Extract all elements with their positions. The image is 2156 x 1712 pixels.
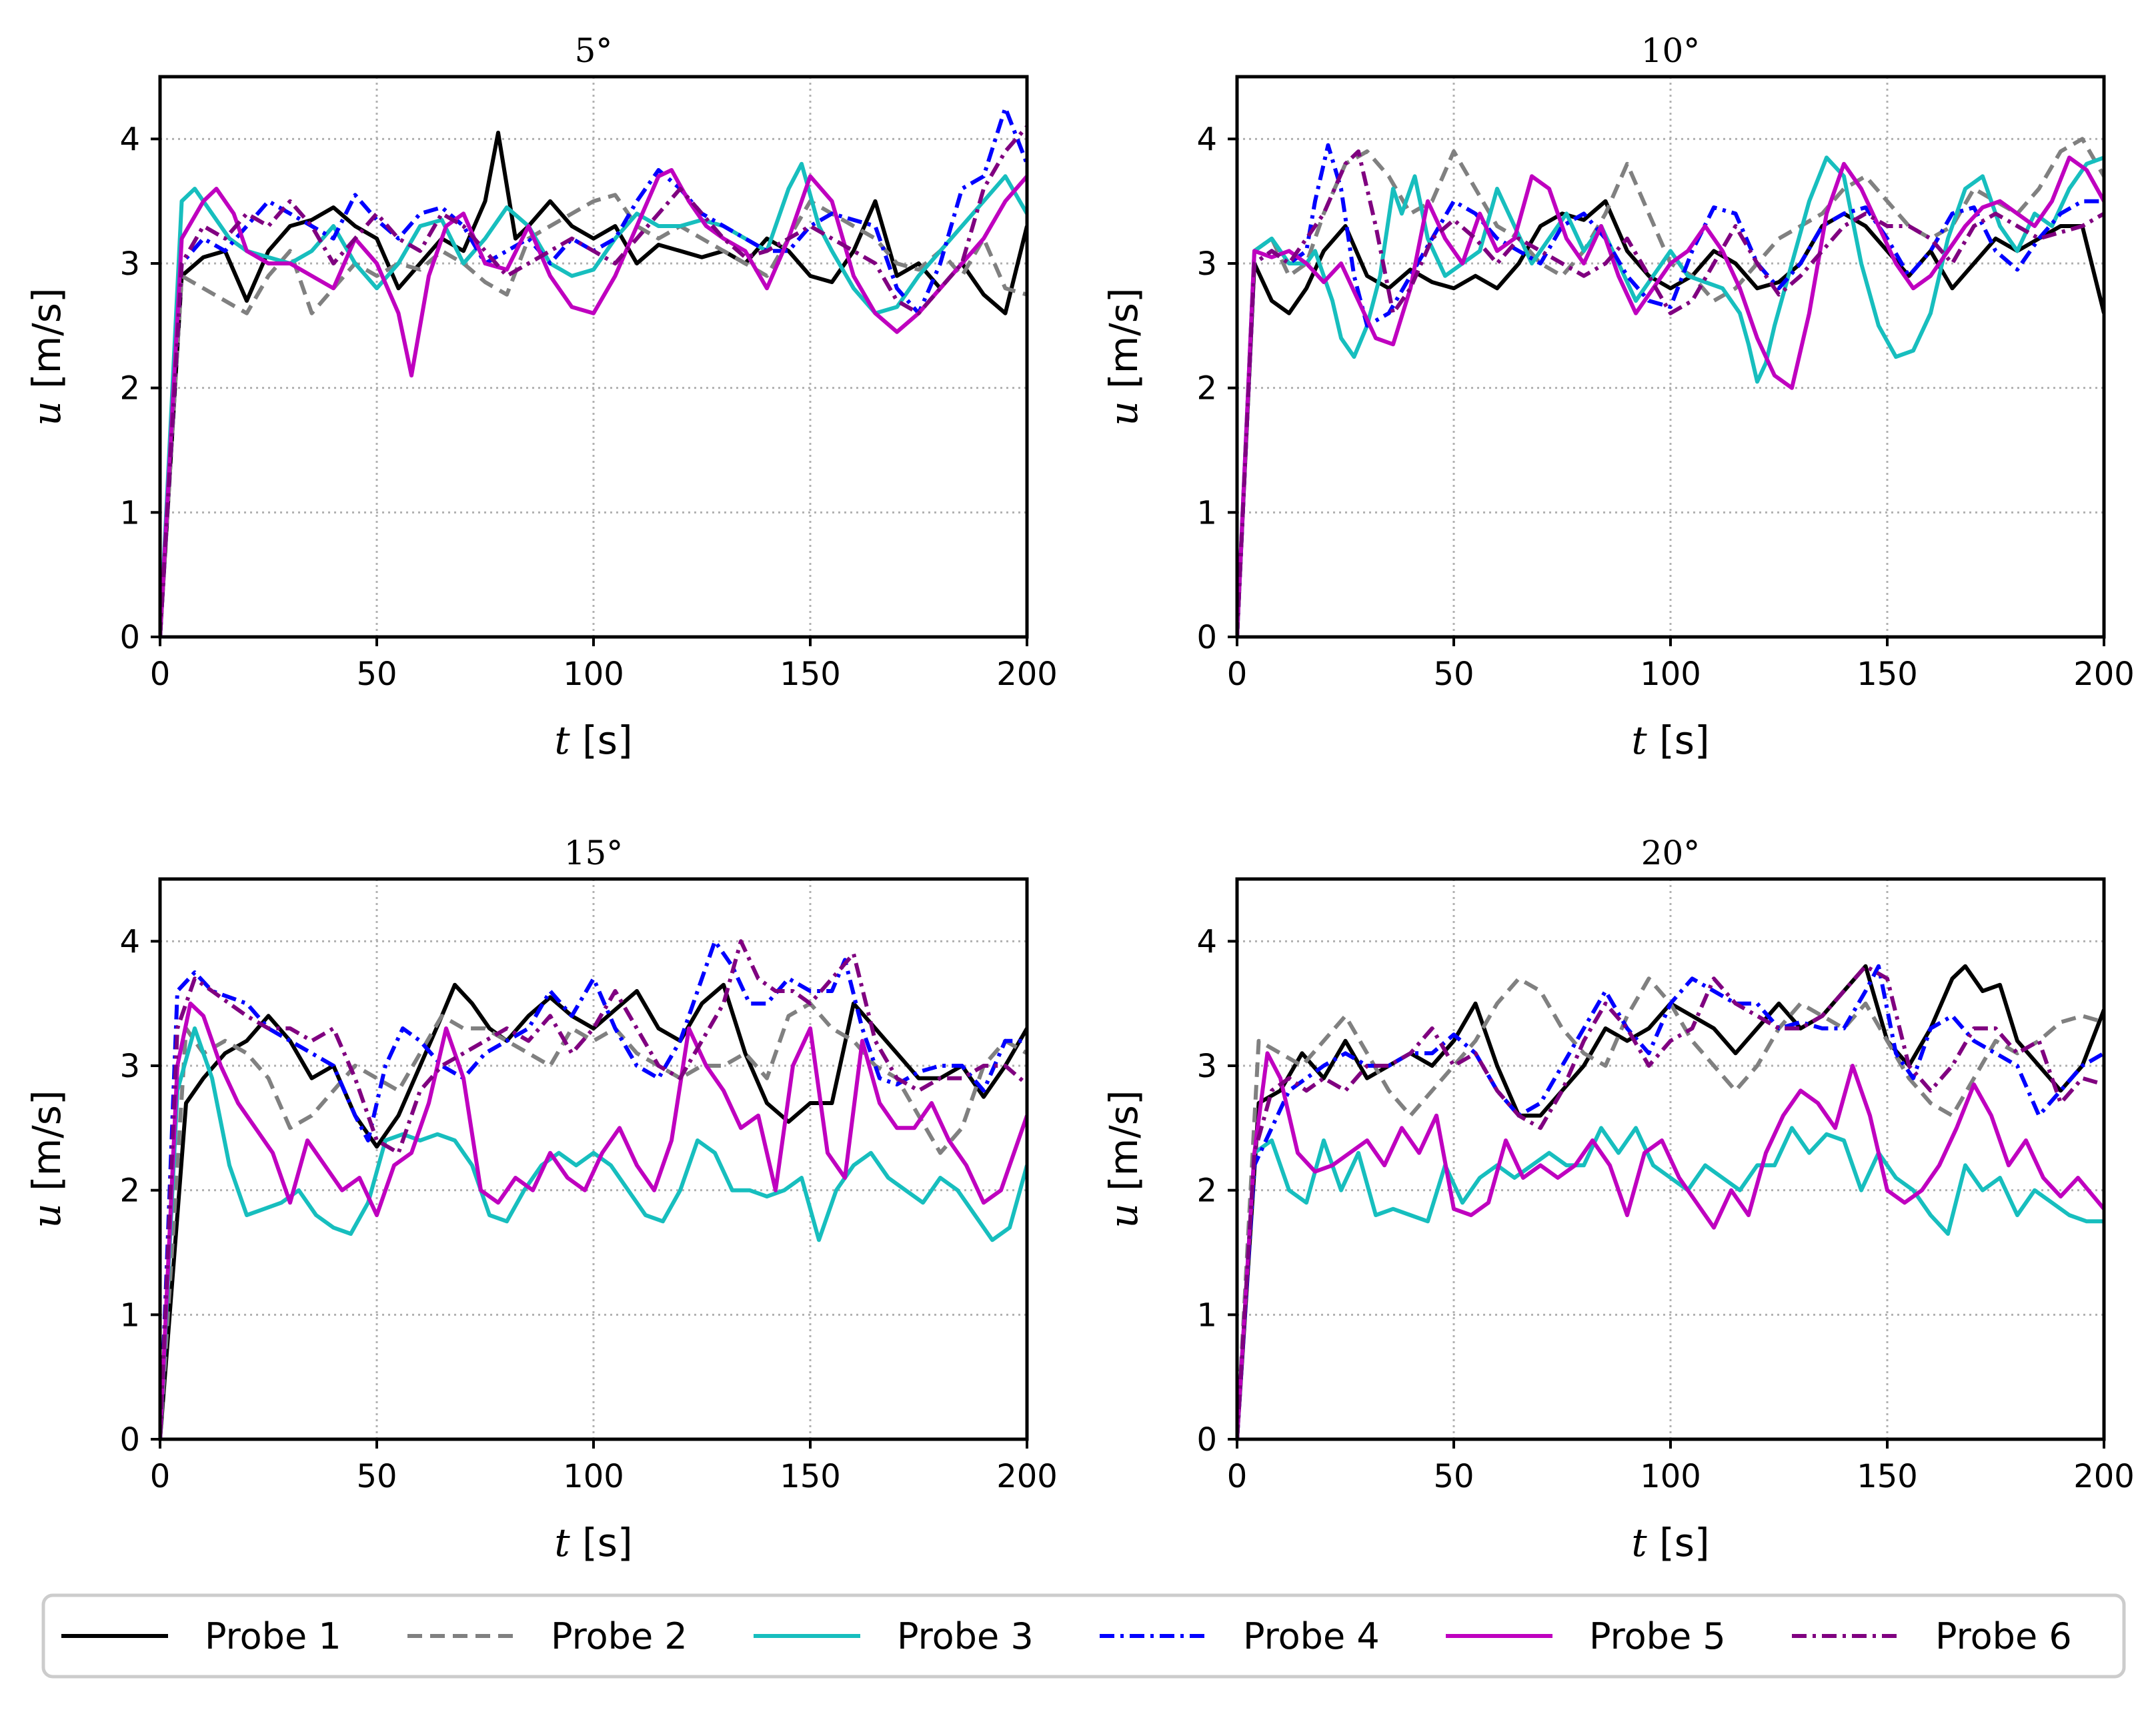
x-axis-label: t [s]	[554, 718, 632, 763]
x-tick-label: 100	[1640, 1458, 1701, 1495]
legend-item-probe-2: Probe 2	[407, 1615, 688, 1657]
panel-title: 5°	[575, 31, 613, 70]
y-tick-label: 4	[1196, 923, 1217, 960]
series-group	[1237, 137, 2104, 637]
y-axis-label: u [m/s]	[24, 1090, 69, 1228]
panel-title: 15°	[564, 834, 624, 872]
y-tick-label: 1	[1196, 494, 1217, 532]
legend-item-probe-3: Probe 3	[754, 1615, 1034, 1657]
x-axis-label: t [s]	[1631, 718, 1709, 763]
legend-item-probe-1: Probe 1	[61, 1615, 341, 1657]
series-line-probe-6	[160, 939, 1027, 1439]
series-group	[160, 939, 1027, 1439]
x-tick-label: 150	[1857, 656, 1918, 693]
x-tick-label: 100	[1640, 656, 1701, 693]
x-tick-label: 100	[563, 1458, 624, 1495]
y-tick-label: 1	[119, 494, 140, 532]
subplot-2: 0 50 100 150 200 0 1 2 3 4 10° t [s] u [m/s]	[1101, 31, 2135, 763]
legend-box	[41, 1593, 2126, 1679]
x-axis-label: t [s]	[1631, 1520, 1709, 1565]
series-line-probe-5	[1237, 1051, 2104, 1439]
y-tick-label: 4	[1196, 121, 1217, 158]
series-line-probe-4	[160, 939, 1027, 1439]
x-tick-label: 50	[356, 1458, 397, 1495]
subplot-1: 0 50 100 150 200 0 1 2 3 4 5° t [s] u [m/s]	[24, 31, 1058, 763]
y-tick-label: 1	[119, 1297, 140, 1334]
legend: Probe 1 Probe 2 Probe 3 Probe 4 Probe 5 Probe…	[41, 1593, 2126, 1679]
x-tick-label: 150	[1857, 1458, 1918, 1495]
series-line-probe-3	[1237, 155, 2104, 637]
legend-item-probe-4: Probe 4	[1100, 1615, 1380, 1657]
subplot-4: 0 50 100 150 200 0 1 2 3 4 20° t [s] u [m/s]	[1101, 834, 2135, 1565]
legend-label: Probe 2	[551, 1615, 688, 1657]
x-tick-label: 200	[996, 656, 1058, 693]
y-tick-label: 2	[119, 1172, 140, 1210]
y-tick-label: 4	[119, 923, 140, 960]
y-tick-label: 0	[119, 1421, 140, 1459]
y-tick-label: 4	[119, 121, 140, 158]
series-line-probe-5	[1237, 155, 2104, 637]
x-tick-label: 200	[2073, 656, 2135, 693]
legend-label: Probe 6	[1935, 1615, 2072, 1657]
y-tick-label: 0	[119, 619, 140, 656]
y-axis-label: u [m/s]	[1101, 287, 1146, 425]
series-line-probe-1	[160, 131, 1027, 637]
x-tick-label: 50	[1433, 1458, 1474, 1495]
y-tick-label: 3	[119, 1048, 140, 1085]
x-tick-label: 150	[780, 656, 841, 693]
series-line-probe-5	[160, 168, 1027, 637]
x-tick-label: 0	[1227, 656, 1248, 693]
y-tick-label: 2	[1196, 370, 1217, 407]
x-tick-label: 50	[356, 656, 397, 693]
legend-label: Probe 3	[897, 1615, 1034, 1657]
series-line-probe-6	[1237, 149, 2104, 637]
x-tick-label: 0	[150, 1458, 171, 1495]
legend-item-probe-5: Probe 5	[1446, 1615, 1726, 1657]
y-axis-label: u [m/s]	[1101, 1090, 1146, 1228]
y-tick-label: 3	[119, 245, 140, 283]
x-tick-label: 50	[1433, 656, 1474, 693]
series-group	[160, 105, 1027, 637]
y-tick-label: 1	[1196, 1297, 1217, 1334]
legend-item-probe-6: Probe 6	[1792, 1615, 2072, 1657]
legend-label: Probe 4	[1243, 1615, 1380, 1657]
series-line-probe-3	[160, 1026, 1027, 1439]
series-line-probe-4	[1237, 143, 2104, 637]
legend-label: Probe 1	[205, 1615, 341, 1657]
y-tick-label: 0	[1196, 619, 1217, 656]
series-line-probe-3	[1237, 1126, 2104, 1439]
series-group	[1237, 964, 2104, 1439]
series-line-probe-6	[160, 125, 1027, 637]
y-tick-label: 2	[1196, 1172, 1217, 1210]
x-tick-label: 100	[563, 656, 624, 693]
series-line-probe-2	[160, 1001, 1027, 1439]
x-tick-label: 200	[2073, 1458, 2135, 1495]
y-tick-label: 3	[1196, 245, 1217, 283]
series-line-probe-1	[1237, 964, 2104, 1439]
y-tick-label: 2	[119, 370, 140, 407]
series-line-probe-4	[1237, 964, 2104, 1439]
subplot-3: 0 50 100 150 200 0 1 2 3 4 15° t [s] u [m/s]	[24, 834, 1058, 1565]
y-tick-label: 3	[1196, 1048, 1217, 1085]
panel-title: 20°	[1641, 834, 1701, 872]
series-line-probe-1	[160, 982, 1027, 1439]
x-tick-label: 0	[1227, 1458, 1248, 1495]
series-line-probe-5	[160, 1001, 1027, 1439]
legend-label: Probe 5	[1589, 1615, 1726, 1657]
x-axis-label: t [s]	[554, 1520, 632, 1565]
x-tick-label: 150	[780, 1458, 841, 1495]
x-tick-label: 200	[996, 1458, 1058, 1495]
y-axis-label: u [m/s]	[24, 287, 69, 425]
x-tick-label: 0	[150, 656, 171, 693]
panel-title: 10°	[1641, 31, 1701, 70]
y-tick-label: 0	[1196, 1421, 1217, 1459]
